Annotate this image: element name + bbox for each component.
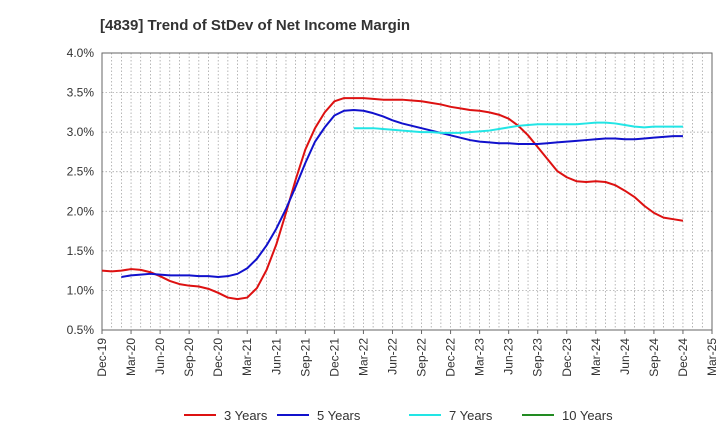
axes: 0.5% 1.0% 1.5% 2.0% 2.5% 3.0% 3.5% 4.0% Dec-19 Ma… bbox=[67, 46, 719, 377]
x-tick-label: Jun-22 bbox=[385, 338, 399, 375]
series-line-7-years bbox=[353, 121, 683, 134]
y-tick-label: 0.5% bbox=[67, 323, 95, 337]
y-tick-label: 3.0% bbox=[67, 125, 95, 139]
x-tick-label: Sep-23 bbox=[531, 338, 545, 377]
x-tick-label: Sep-22 bbox=[415, 338, 429, 377]
x-tick-label: Dec-24 bbox=[676, 338, 690, 377]
x-tick-label: Jun-21 bbox=[269, 338, 283, 375]
legend: 3 Years 5 Years 7 Years 10 Years bbox=[184, 408, 613, 423]
x-tick-label: Jun-23 bbox=[502, 338, 516, 375]
series-line-3-years bbox=[101, 97, 684, 301]
chart-title: [4839] Trend of StDev of Net Income Marg… bbox=[100, 17, 410, 34]
x-tick-label: Jun-24 bbox=[618, 338, 632, 375]
plot-frame bbox=[101, 52, 713, 331]
x-tick-label: Mar-22 bbox=[356, 338, 370, 376]
legend-label: 10 Years bbox=[562, 408, 613, 423]
x-tick-label: Dec-20 bbox=[211, 338, 225, 377]
x-tick-label: Sep-24 bbox=[647, 338, 661, 377]
legend-label: 5 Years bbox=[317, 408, 361, 423]
x-tick-label: Mar-25 bbox=[705, 338, 719, 376]
x-tick-label: Dec-21 bbox=[327, 338, 341, 377]
series-line-5-years bbox=[121, 108, 683, 278]
y-tick-label: 2.0% bbox=[67, 204, 95, 218]
x-tick-label: Dec-23 bbox=[560, 338, 574, 377]
x-tick-label: Mar-24 bbox=[589, 338, 603, 376]
x-tick-label: Jun-20 bbox=[153, 338, 167, 375]
x-tick-label: Mar-20 bbox=[124, 338, 138, 376]
y-tick-label: 3.5% bbox=[67, 86, 95, 100]
grid bbox=[101, 52, 713, 331]
legend-label: 3 Years bbox=[224, 408, 268, 423]
x-tick-label: Sep-20 bbox=[182, 338, 196, 377]
x-tick-label: Mar-21 bbox=[240, 338, 254, 376]
y-tick-label: 1.5% bbox=[67, 244, 95, 258]
x-tick-label: Dec-19 bbox=[95, 338, 109, 377]
y-tick-label: 1.0% bbox=[67, 283, 95, 297]
x-tick-label: Sep-21 bbox=[298, 338, 312, 377]
y-tick-label: 4.0% bbox=[67, 46, 95, 60]
x-tick-label: Mar-23 bbox=[473, 338, 487, 376]
series-lines bbox=[101, 97, 684, 301]
x-tick-label: Dec-22 bbox=[444, 338, 458, 377]
y-tick-label: 2.5% bbox=[67, 165, 95, 179]
legend-label: 7 Years bbox=[449, 408, 493, 423]
